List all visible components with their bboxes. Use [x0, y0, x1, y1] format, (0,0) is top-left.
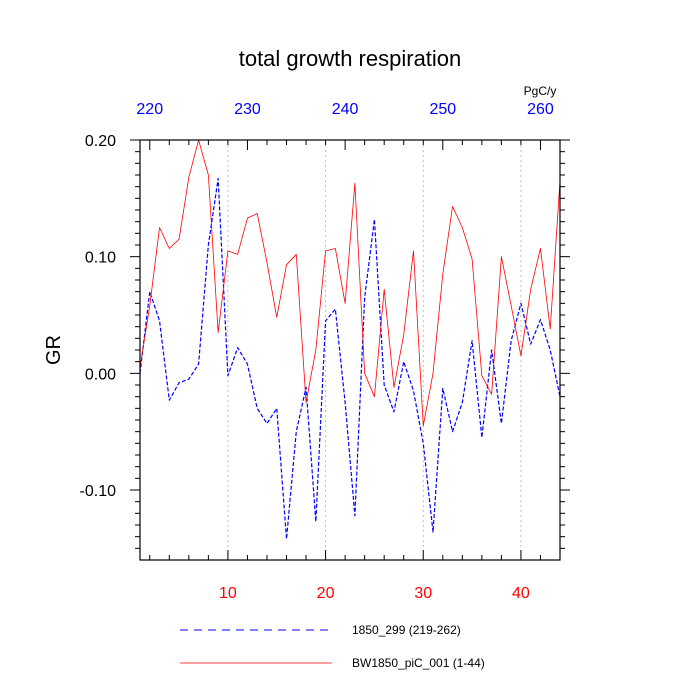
series-line-1850-299 [139, 177, 561, 540]
series-lines [139, 139, 561, 540]
y-tick-label: -0.10 [80, 483, 117, 500]
tick-labels: 10 20 30 40 220 230 240 250 260 0.20 0.10 0.00 -0.10 [80, 101, 554, 602]
x-top-tick-label: 230 [234, 101, 261, 118]
x-bottom-tick-label: 10 [219, 585, 237, 602]
axis-ticks [130, 139, 570, 560]
x-bottom-tick-label: 20 [317, 585, 335, 602]
y-axis-label: GR [43, 335, 65, 365]
legend-label-bw1850-pic-001: BW1850_piC_001 (1-44) [352, 656, 485, 670]
y-tick-label: 0.00 [85, 366, 116, 383]
series-line-bw1850-pic-001 [139, 139, 561, 427]
x-top-tick-label: 250 [429, 101, 456, 118]
y-tick-label: 0.10 [85, 250, 116, 267]
x-bottom-tick-label: 30 [414, 585, 432, 602]
legend-label-1850-299: 1850_299 (219-262) [352, 623, 461, 637]
chart-title: total growth respiration [239, 46, 462, 71]
units-label: PgC/y [524, 84, 557, 98]
x-bottom-tick-label: 40 [512, 585, 530, 602]
y-tick-label: 0.20 [85, 133, 116, 150]
x-top-tick-label: 240 [332, 101, 359, 118]
plot-frame [139, 139, 561, 561]
x-top-tick-label: 260 [527, 101, 554, 118]
x-top-tick-label: 220 [136, 101, 163, 118]
gridlines [227, 140, 522, 560]
legend: 1850_299 (219-262) BW1850_piC_001 (1-44) [180, 623, 485, 670]
